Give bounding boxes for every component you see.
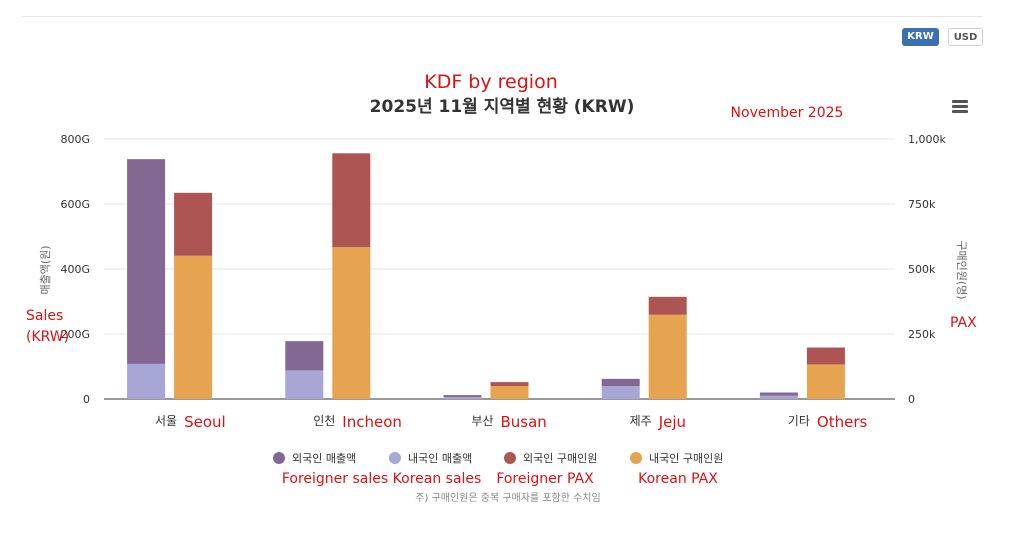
bar-segment [332, 153, 371, 248]
bar-segment [759, 395, 798, 399]
legend-label: 내국인 구매인원 [649, 452, 723, 465]
legend-marker [504, 452, 516, 464]
legend-label: 외국인 구매인원 [523, 452, 597, 465]
left-axis-ticks: 0 200G 400G 600G 800G [60, 133, 90, 406]
legend-label-en: Foreigner sales [282, 471, 388, 487]
y-tick-label: 200G [60, 328, 90, 341]
category-label: 인천 [313, 413, 335, 428]
category-label-en: Incheon [342, 413, 402, 431]
footnote: 주) 구매인원은 중복 구매자를 포함한 수치임 [415, 491, 600, 504]
y-tick-label: 800G [60, 133, 90, 146]
bar-segment [648, 314, 687, 399]
bar-segment [759, 392, 798, 396]
annotation-left-axis-en-1: Sales [26, 308, 63, 324]
bar-segment [285, 370, 324, 399]
annotation-title-en: KDF by region [424, 71, 558, 93]
category-label: 기타 [788, 414, 810, 428]
right-axis-ticks: 0 250k 500k 750k 1,000k [908, 133, 946, 406]
top-divider [22, 16, 983, 17]
bar-segment [490, 382, 529, 386]
category-label-en: Seoul [184, 413, 226, 431]
y2-tick-label: 250k [908, 328, 936, 341]
legend-label-en: Korean sales [393, 471, 482, 487]
category-label-en: Others [817, 413, 868, 431]
category-label-en: Busan [501, 413, 547, 431]
bar-segment [174, 255, 213, 399]
right-axis-title: 구매인원(명) [955, 240, 968, 299]
category-labels: 서울 인천 부산 제주 기타 [155, 413, 810, 428]
legend-marker [389, 452, 401, 464]
legend-label: 외국인 매출액 [292, 452, 356, 465]
y2-tick-label: 750k [908, 198, 936, 211]
bar-segment [601, 386, 640, 399]
category-labels-en: Seoul Incheon Busan Jeju Others [184, 413, 867, 431]
category-label: 서울 [155, 414, 177, 428]
bar-segment [174, 192, 213, 256]
annotation-left-axis-en-2: (KRW) [26, 329, 69, 345]
category-label: 부산 [471, 414, 493, 428]
chart-title: 2025년 11월 지역별 현황 (KRW) [370, 97, 635, 117]
annotation-date-en: November 2025 [731, 105, 844, 121]
y2-tick-label: 1,000k [908, 133, 946, 146]
bar-segment [127, 159, 166, 364]
y2-tick-label: 0 [908, 393, 915, 406]
category-label-en: Jeju [658, 413, 686, 431]
legend-marker [630, 452, 642, 464]
bar-segment [648, 296, 687, 315]
bar-segment [127, 363, 166, 399]
legend-label: 내국인 매출액 [408, 452, 472, 465]
bar-segment [806, 347, 845, 365]
bar-segment [490, 386, 529, 399]
category-label: 제주 [630, 414, 652, 428]
hamburger-menu-icon[interactable] [952, 100, 968, 114]
legend-label-en: Foreigner PAX [496, 471, 594, 487]
left-axis-title: 매출액(원) [39, 245, 52, 294]
bars [127, 153, 845, 399]
bar-segment [806, 364, 845, 399]
bar-segment [332, 247, 371, 399]
annotation-right-axis-en: PAX [950, 315, 977, 331]
legend-marker [273, 452, 285, 464]
bar-segment [601, 378, 640, 386]
y-tick-label: 0 [83, 393, 90, 406]
legend: 외국인 매출액 내국인 매출액 외국인 구매인원 내국인 구매인원 [273, 452, 723, 465]
usd-currency-button[interactable]: USD [948, 28, 983, 46]
bar-segment [285, 341, 324, 371]
y-tick-label: 600G [60, 198, 90, 211]
bar-segment [443, 397, 482, 399]
legend-labels-en: Foreigner sales Korean sales Foreigner PAX… [282, 471, 718, 487]
y2-tick-label: 500k [908, 263, 936, 276]
bar-segment [443, 395, 482, 398]
y-tick-label: 400G [60, 263, 90, 276]
legend-label-en: Korean PAX [638, 471, 718, 487]
krw-currency-button[interactable]: KRW [902, 28, 939, 46]
gridlines [104, 138, 895, 400]
